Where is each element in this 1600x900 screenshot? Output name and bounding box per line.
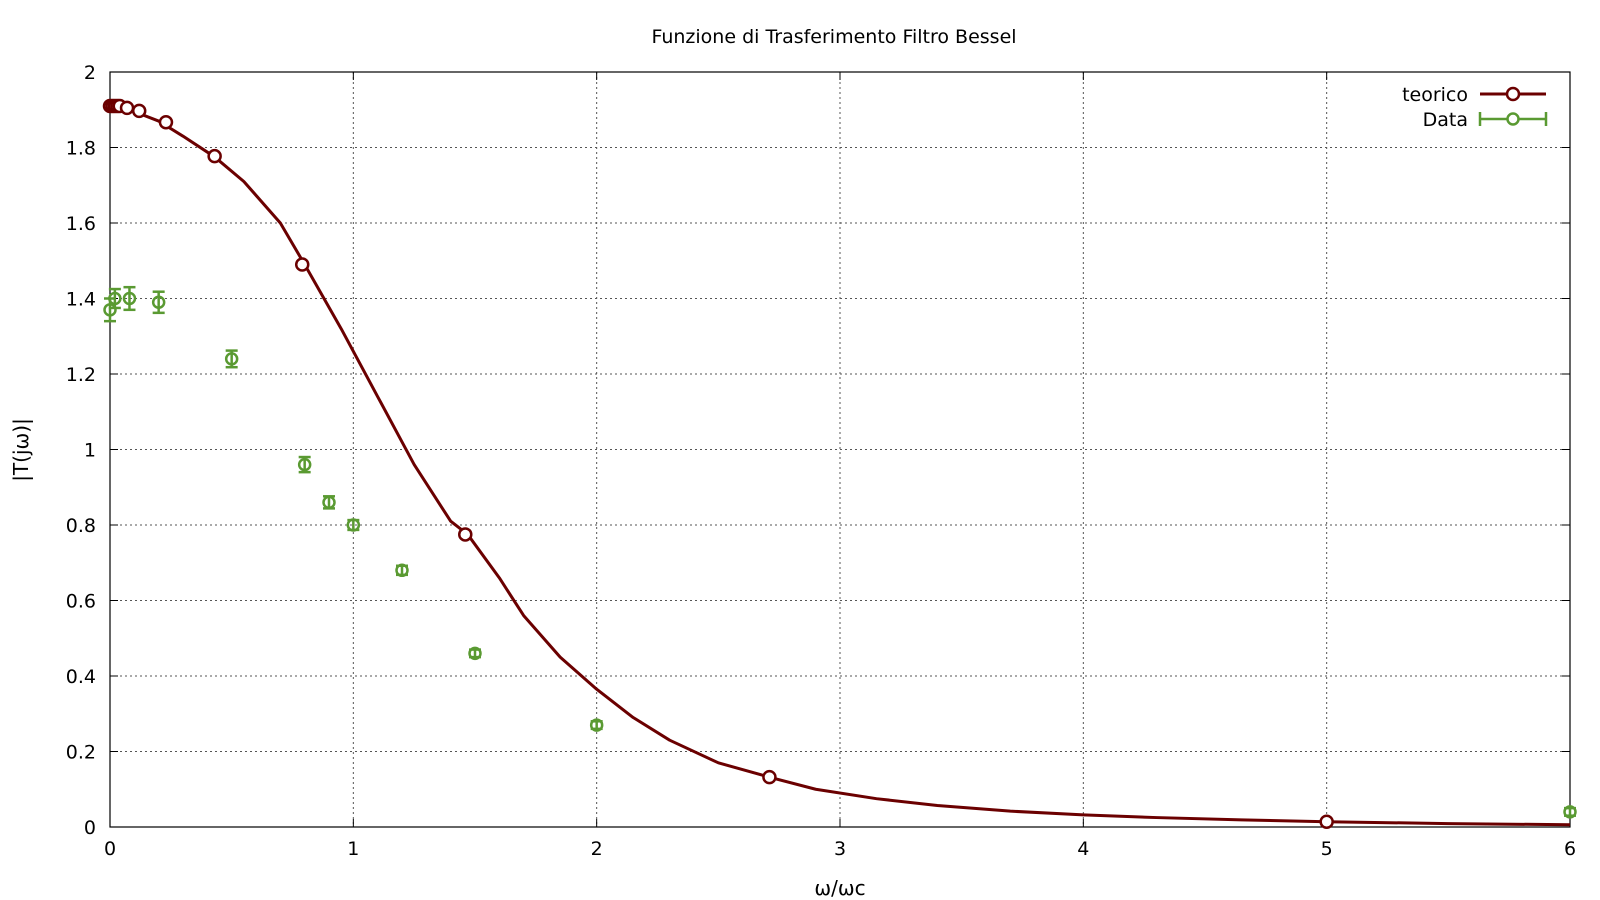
teorico-point — [119, 100, 135, 116]
data-point — [122, 291, 137, 306]
y-tick-label: 2 — [84, 62, 96, 84]
data-point — [468, 646, 482, 661]
x-axis-label: ω/ωc — [814, 876, 865, 900]
teorico-point — [294, 257, 310, 272]
y-tick-label: 0.6 — [66, 591, 96, 613]
y-tick-label: 1.2 — [66, 364, 96, 386]
legend-label-teorico: teorico — [1402, 84, 1468, 106]
legend-marker-teorico — [1505, 86, 1521, 102]
data-point — [151, 295, 166, 310]
teorico-point — [158, 114, 174, 130]
data-point — [395, 563, 409, 578]
teorico-point — [1319, 814, 1334, 829]
legend-label-data: Data — [1423, 109, 1468, 131]
teorico-point — [762, 769, 777, 785]
x-tick-label: 2 — [591, 838, 603, 860]
x-tick-label: 4 — [1077, 838, 1089, 860]
y-tick-label: 0 — [84, 817, 96, 839]
data-point — [346, 518, 361, 532]
teorico-point — [131, 103, 147, 119]
series — [102, 98, 1577, 829]
teorico-point — [207, 148, 222, 164]
y-tick-label: 1.4 — [66, 289, 96, 311]
legend-marker-data — [1506, 112, 1520, 126]
x-tick-label: 6 — [1564, 838, 1576, 860]
y-tick-label: 0.2 — [66, 742, 96, 764]
ticks: 0 1 2 3 4 5 6 0 0.2 0.4 0.6 0.8 1 1.2 1.4 1.6 1.8 2 — [66, 62, 1576, 860]
data-point — [108, 291, 122, 306]
y-tick-label: 0.4 — [66, 666, 96, 688]
x-tick-label: 5 — [1321, 838, 1333, 860]
x-tick-label: 3 — [834, 838, 846, 860]
legend: teorico Data — [1402, 84, 1548, 131]
data-point — [589, 718, 604, 732]
data-point — [1563, 805, 1577, 819]
x-tick-label: 1 — [347, 838, 359, 860]
y-tick-label: 0.8 — [66, 515, 96, 537]
teorico-point — [458, 527, 473, 542]
y-axis-label: |T(jω)| — [9, 418, 33, 482]
x-tick-label: 0 — [104, 838, 116, 860]
y-tick-label: 1 — [84, 440, 96, 462]
grid — [110, 72, 1570, 827]
y-tick-label: 1.6 — [66, 213, 96, 235]
data-point — [322, 495, 336, 510]
data-point — [103, 303, 117, 317]
data-point — [297, 457, 312, 472]
y-tick-label: 1.8 — [66, 138, 96, 160]
data-point — [224, 352, 239, 366]
chart-title: Funzione di Trasferimento Filtro Bessel — [651, 26, 1016, 48]
